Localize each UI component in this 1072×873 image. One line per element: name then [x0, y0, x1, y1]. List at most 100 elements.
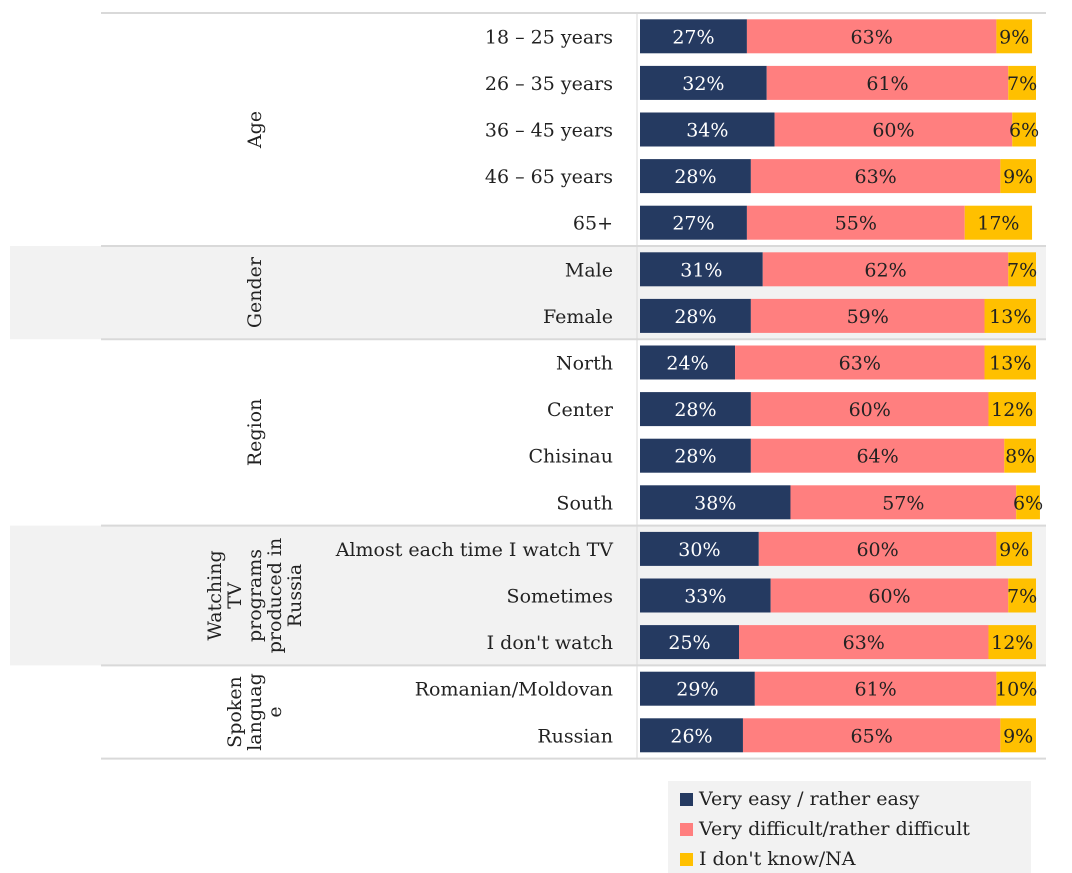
bar-segment-na: [984, 345, 1036, 380]
bar-segment-easy: [640, 392, 751, 427]
bar-label-na: 7%: [1007, 259, 1037, 281]
bar-segment-easy: [640, 578, 771, 613]
category-label: 26 – 35 years: [485, 73, 613, 95]
bar-segment-na: [1008, 65, 1036, 100]
bar-label-easy: 28%: [674, 399, 716, 421]
bar-segment-difficult: [750, 159, 1001, 194]
bar-segment-difficult: [739, 625, 989, 660]
group-label-line: Gender: [244, 256, 266, 328]
category-label: Female: [543, 306, 613, 328]
legend-item-difficult: Very difficult/rather difficult: [680, 815, 970, 843]
group-label-line: Russia: [284, 564, 306, 627]
bar-segment-easy: [640, 298, 751, 333]
bar-label-na: 6%: [1009, 120, 1039, 142]
category-label: Center: [547, 399, 614, 421]
category-label: 65+: [573, 213, 613, 235]
bar-label-difficult: 63%: [851, 26, 893, 48]
bar-label-difficult: 55%: [835, 213, 877, 235]
group-label-4: Spokenlanguage: [224, 673, 286, 751]
legend-item-na: I don't know/NA: [680, 845, 855, 873]
bar-segment-difficult: [750, 298, 985, 333]
bar-label-na: 9%: [999, 539, 1029, 561]
bar-label-difficult: 60%: [856, 539, 898, 561]
category-label: 18 – 25 years: [485, 26, 613, 48]
bar-segment-easy: [640, 718, 743, 753]
bar-segment-easy: [640, 252, 763, 287]
bar-label-na: 9%: [999, 26, 1029, 48]
bar-label-difficult: 63%: [855, 166, 897, 188]
bar-label-difficult: 60%: [868, 586, 910, 608]
bar-label-easy: 29%: [676, 679, 718, 701]
bar-label-easy: 38%: [694, 492, 736, 514]
bar-label-difficult: 63%: [843, 632, 885, 654]
bar-label-na: 13%: [989, 306, 1031, 328]
bar-segment-na: [996, 19, 1033, 54]
bar-label-easy: 27%: [672, 213, 714, 235]
group-label-line: TV: [224, 582, 246, 609]
bar-label-easy: 32%: [682, 73, 724, 95]
group-label-3: WatchingTVprogramsproduced inRussia: [204, 538, 306, 653]
legend: Very easy / rather easy Very difficult/r…: [668, 781, 1031, 873]
bar-label-na: 9%: [1003, 166, 1033, 188]
bar-label-difficult: 61%: [866, 73, 908, 95]
bar-label-na: 12%: [991, 632, 1033, 654]
bar-segment-na: [1004, 438, 1036, 473]
bar-label-na: 13%: [989, 353, 1031, 375]
category-label: 36 – 45 years: [485, 120, 613, 142]
group-label-1: Gender: [244, 256, 266, 328]
bar-segment-easy: [640, 112, 775, 147]
category-label: North: [556, 353, 613, 375]
bar-segment-na: [988, 625, 1036, 660]
bar-label-easy: 30%: [678, 539, 720, 561]
bar-label-easy: 33%: [684, 586, 726, 608]
category-label: Male: [565, 259, 613, 281]
bar-segment-na: [988, 392, 1036, 427]
bar-label-easy: 25%: [668, 632, 710, 654]
bar-segment-na: [1016, 485, 1040, 520]
bar-label-difficult: 60%: [849, 399, 891, 421]
bar-segment-difficult: [754, 671, 997, 706]
category-label: South: [556, 492, 613, 514]
bar-segment-na: [996, 671, 1036, 706]
bar-label-na: 10%: [995, 679, 1037, 701]
bar-segment-difficult: [746, 205, 965, 240]
bar-label-na: 12%: [991, 399, 1033, 421]
bar-label-difficult: 60%: [872, 120, 914, 142]
bar-label-difficult: 63%: [839, 353, 881, 375]
bar-segment-difficult: [735, 345, 985, 380]
bar-segment-difficult: [746, 19, 997, 54]
bar-segment-difficult: [750, 438, 1005, 473]
bar-segment-na: [996, 531, 1033, 566]
bar-segment-difficult: [750, 392, 989, 427]
group-label-line: Spoken: [224, 676, 246, 748]
bar-segment-difficult: [766, 65, 1009, 100]
bar-label-na: 7%: [1007, 73, 1037, 95]
bar-label-easy: 31%: [680, 259, 722, 281]
bar-segment-na: [984, 298, 1036, 333]
bar-label-na: 17%: [977, 213, 1019, 235]
category-label: 46 – 65 years: [485, 166, 613, 188]
category-label: Russian: [537, 725, 613, 747]
bar-label-na: 7%: [1007, 586, 1037, 608]
bar-label-easy: 28%: [674, 446, 716, 468]
bar-label-na: 8%: [1005, 446, 1035, 468]
bar-segment-na: [1000, 718, 1036, 753]
bar-segment-easy: [640, 345, 736, 380]
group-label-line: programs: [244, 549, 266, 642]
legend-label-na: I don't know/NA: [699, 848, 856, 870]
bar-label-difficult: 64%: [856, 446, 898, 468]
group-label-line: languag: [244, 673, 266, 751]
group-label-0: Age: [244, 111, 266, 149]
category-label: Romanian/Moldovan: [415, 679, 613, 701]
bar-label-difficult: 57%: [882, 492, 924, 514]
bar-label-difficult: 61%: [855, 679, 897, 701]
bar-segment-difficult: [790, 485, 1017, 520]
bar-segment-na: [1000, 159, 1036, 194]
bar-segment-difficult: [758, 531, 997, 566]
bar-label-difficult: 65%: [851, 725, 893, 747]
legend-label-easy: Very easy / rather easy: [699, 788, 920, 810]
bar-segment-easy: [640, 19, 747, 54]
group-label-line: Region: [244, 399, 266, 466]
category-label: Chisinau: [529, 446, 613, 468]
legend-swatch-easy: [680, 792, 693, 806]
